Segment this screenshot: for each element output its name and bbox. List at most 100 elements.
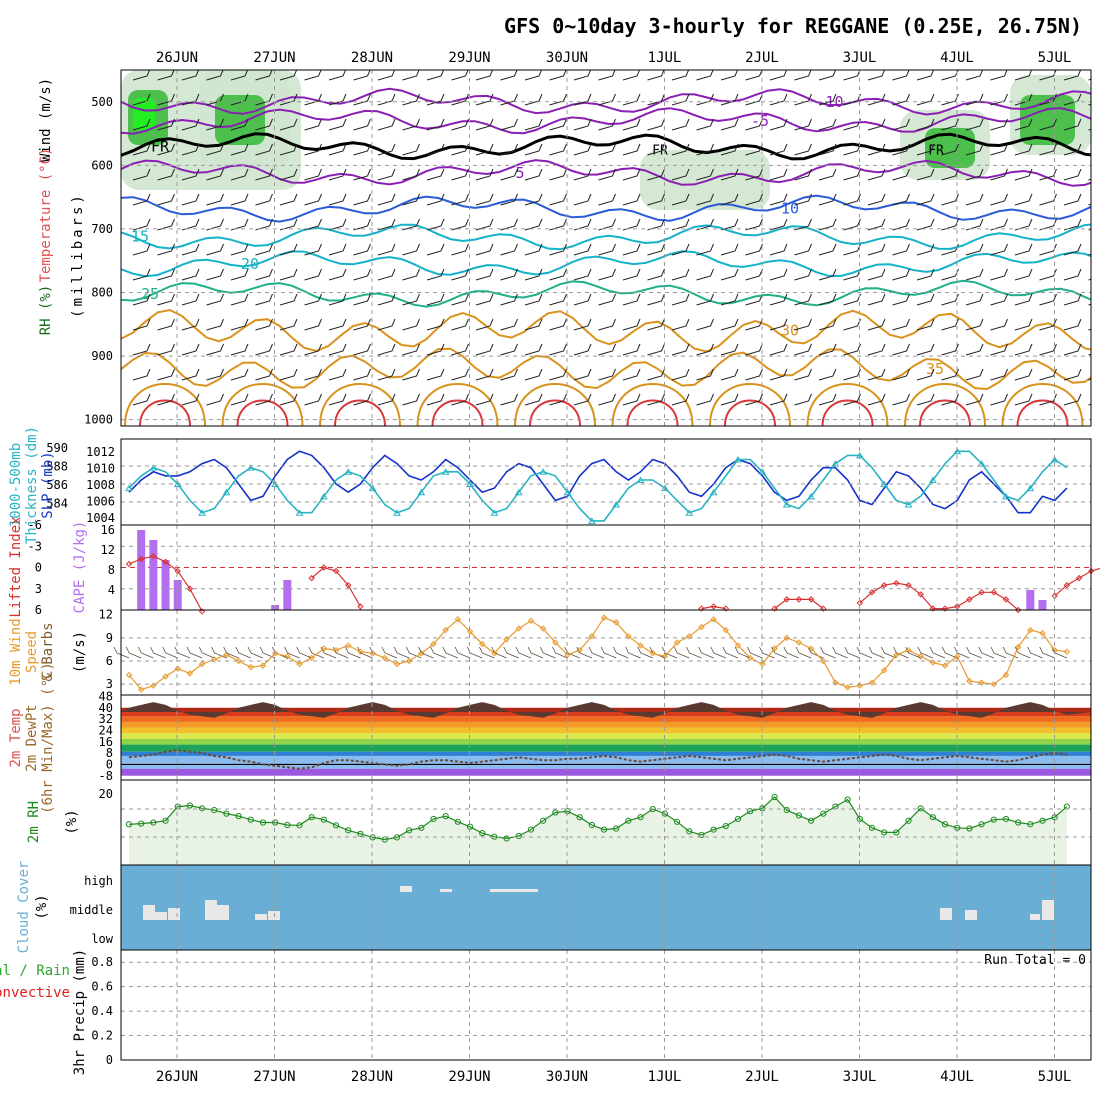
temp-band <box>121 727 1091 734</box>
rh2m-point <box>1027 821 1034 828</box>
rh2m-point <box>844 796 851 803</box>
wind-barb <box>867 193 886 206</box>
wind-barb <box>573 368 592 381</box>
rh2m-point <box>661 810 669 817</box>
wind-barb <box>892 70 910 81</box>
wind-barb <box>500 168 518 181</box>
wind-barb <box>524 293 543 306</box>
rh2m-point <box>345 827 352 834</box>
heat-loop <box>904 383 986 426</box>
wind10m-barb <box>125 646 142 659</box>
wind-barb <box>279 70 298 81</box>
wind-barb <box>696 368 714 381</box>
wind-point <box>612 619 620 626</box>
wind-barb <box>426 143 445 156</box>
rh2m-point <box>308 814 315 821</box>
wind-barb <box>377 243 396 256</box>
wind10m-barb <box>503 646 519 659</box>
wind-barb <box>377 143 396 156</box>
wind-barb <box>622 93 641 106</box>
wind-barb <box>1063 318 1082 331</box>
wind-barb <box>720 393 739 406</box>
wind-barb <box>1014 268 1033 281</box>
wind-barb <box>598 70 616 81</box>
rh2m-point <box>150 819 157 826</box>
wind-point <box>308 654 315 662</box>
lifted-cape-panel <box>121 530 1100 615</box>
wind-barb <box>696 318 714 331</box>
wind-barb <box>1063 70 1082 81</box>
wind-barb <box>916 143 935 156</box>
wind-barb <box>426 193 445 206</box>
wind-barb <box>475 268 494 281</box>
temp2m-overlay <box>121 749 1091 770</box>
rh2m-point <box>807 817 815 824</box>
time-label-bottom: 30JUN <box>546 1069 588 1085</box>
wind-barb <box>255 118 273 131</box>
wind-barb <box>304 218 322 231</box>
wind-barb <box>769 168 788 181</box>
isotherm-label: 35 <box>926 360 944 378</box>
wind-barb <box>892 168 910 181</box>
wind-barb <box>255 368 273 381</box>
wind-barb <box>1039 268 1057 281</box>
wind-barb <box>451 168 469 181</box>
wind10m-barb <box>686 646 702 659</box>
label-lifted-index: Lifted Index <box>8 516 24 617</box>
panel-frame <box>120 949 1092 1061</box>
wind-barb <box>1063 168 1082 181</box>
rh2m-point <box>466 823 474 830</box>
wind-point <box>381 654 388 662</box>
wind-barb <box>671 243 690 256</box>
wind-barb <box>1039 293 1057 306</box>
rh2m-point <box>600 826 608 833</box>
wind-barb <box>1063 143 1082 156</box>
lifted-point <box>332 567 340 575</box>
wind-barb <box>892 293 910 306</box>
heat-loop-inner <box>139 399 191 426</box>
thickness-point <box>734 456 742 463</box>
rh2m-point <box>990 816 997 823</box>
wind-barb <box>1014 243 1033 256</box>
wind-barb <box>132 243 151 256</box>
wind-barb <box>157 343 175 356</box>
wind-barb <box>647 343 665 356</box>
wind-barb <box>426 393 445 406</box>
precip-tick: 0.2 <box>91 1029 113 1043</box>
wind10m-barb <box>905 646 921 659</box>
wind10m-barb <box>917 646 934 659</box>
wind-barb <box>475 393 494 406</box>
wind-barb <box>1063 118 1082 131</box>
wind10m-barb <box>673 646 690 659</box>
wind10m-barb <box>771 646 787 659</box>
label-wind10m-3: & Barbs <box>40 622 56 681</box>
heat-loop <box>1001 383 1084 426</box>
wind-barb <box>279 393 298 406</box>
label-wind10m-2: Speed <box>24 631 40 673</box>
wind-point <box>637 642 644 649</box>
heat-loop-inner <box>724 399 776 426</box>
label-cape: CAPE (J/kg) <box>72 521 88 614</box>
heat-loop-inner <box>1016 399 1069 426</box>
cape-tick: 8 <box>108 563 115 577</box>
time-gridlines <box>121 70 1091 1060</box>
rh2m-point <box>929 814 936 821</box>
wind-barb <box>720 143 739 156</box>
wind-barb <box>769 293 788 306</box>
wind-barb <box>353 368 371 381</box>
thickness-tick: 590 <box>46 441 68 455</box>
wind-point <box>941 662 949 669</box>
wind-barb <box>696 393 714 406</box>
wind-barb <box>230 318 249 331</box>
wind-barb <box>402 168 420 181</box>
wind-barb <box>451 343 469 356</box>
wind-barb <box>549 343 567 356</box>
wind-barb <box>377 368 396 381</box>
heat-loop <box>806 383 889 426</box>
heat-loop-inner <box>919 399 971 426</box>
wind-barb <box>157 243 175 256</box>
wind-barb <box>622 118 641 131</box>
wind10m-barb <box>1027 646 1043 659</box>
thickness-point <box>587 517 596 524</box>
